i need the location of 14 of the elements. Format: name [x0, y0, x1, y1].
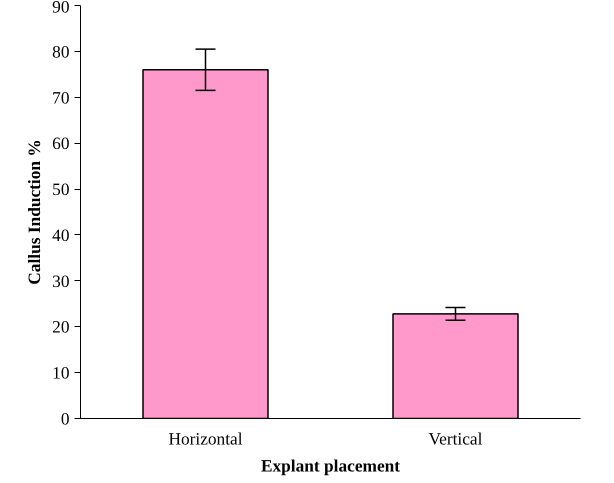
y-tick-label: 90 [52, 0, 70, 16]
y-tick-label: 70 [52, 88, 70, 108]
x-tick-label: Horizontal [168, 430, 243, 448]
y-axis-title: Callus Induction % [25, 139, 44, 285]
y-tick-label: 0 [60, 410, 70, 428]
y-tick-label: 10 [52, 364, 70, 383]
x-tick-label: Vertical [428, 430, 483, 448]
y-tick-label: 50 [52, 180, 70, 200]
y-tick-label: 60 [52, 134, 70, 154]
x-axis-title: Explant placement [260, 456, 400, 476]
y-tick-label: 30 [52, 272, 70, 291]
y-tick-label: 20 [52, 318, 70, 337]
y-tick-label: 40 [52, 226, 70, 245]
y-tick-label: 80 [52, 42, 70, 62]
